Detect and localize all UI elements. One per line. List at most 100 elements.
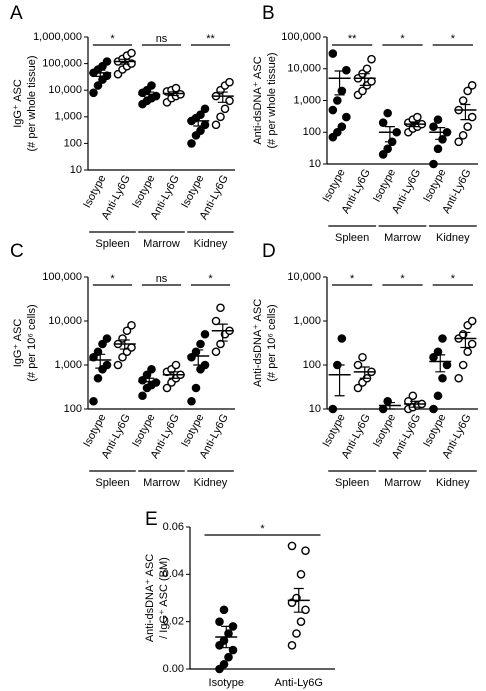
- data-point: [89, 352, 98, 362]
- data-point: [328, 404, 338, 414]
- y-tick-label: 10,000: [48, 84, 82, 96]
- significance-label: ns: [156, 273, 168, 285]
- data-point: [296, 617, 306, 626]
- group-label: Kidney: [194, 477, 228, 489]
- y-tick-label: 100: [303, 126, 321, 138]
- y-tick-label: 10: [309, 158, 321, 170]
- data-point: [328, 49, 338, 58]
- panel-letter: E: [145, 509, 158, 530]
- y-axis-label: Anti-dsDNA⁺ ASC: [252, 299, 264, 387]
- x-tick-label: Isotype: [179, 173, 206, 210]
- panel-letter: A: [10, 3, 23, 24]
- error-bar: [193, 116, 204, 127]
- group-label: Marrow: [384, 477, 421, 489]
- error-bar: [410, 400, 421, 408]
- group-label: Kidney: [436, 232, 470, 244]
- data-point: [216, 339, 225, 349]
- y-axis-label: Anti-dsDNA⁺ ASC: [252, 56, 264, 144]
- data-point: [287, 541, 297, 551]
- data-point: [362, 64, 372, 74]
- data-point: [93, 347, 103, 357]
- data-point: [98, 339, 107, 349]
- error-bar: [460, 331, 471, 349]
- y-axis-label: (# per whole tissue): [266, 53, 278, 149]
- y-tick-label: 100,000: [281, 31, 321, 43]
- error-bar: [410, 121, 421, 128]
- data-point: [219, 659, 229, 669]
- x-tick-label: Isotype: [421, 167, 448, 204]
- data-point: [102, 57, 112, 66]
- data-point: [458, 131, 468, 140]
- data-point: [383, 144, 392, 154]
- y-tick-label: 10,000: [287, 271, 321, 283]
- group-label: Marrow: [143, 477, 180, 489]
- y-axis-label: (# per whole tissue): [26, 56, 38, 152]
- y-tick-label: 100: [303, 359, 321, 371]
- x-tick-label: Isotype: [130, 412, 157, 449]
- y-tick-label: 10,000: [48, 315, 82, 327]
- error-bar: [193, 349, 204, 366]
- data-point: [458, 360, 468, 370]
- y-tick-label: 100,000: [42, 271, 82, 283]
- data-point: [220, 104, 230, 114]
- data-point: [187, 139, 196, 148]
- data-point: [301, 546, 310, 555]
- data-point: [296, 570, 306, 579]
- error-bar: [359, 73, 370, 86]
- data-point: [333, 96, 342, 105]
- y-tick-label: 1,000: [293, 315, 321, 327]
- data-point: [171, 83, 181, 93]
- data-point: [211, 347, 221, 357]
- y-tick-label: 100,000: [42, 58, 82, 70]
- data-point: [171, 360, 181, 370]
- data-point: [467, 339, 477, 349]
- data-point: [467, 316, 477, 326]
- significance-label: **: [348, 33, 357, 45]
- data-point: [127, 48, 136, 58]
- data-point: [292, 629, 301, 638]
- group-label: Spleen: [95, 477, 129, 489]
- error-bar: [384, 126, 395, 143]
- data-point: [219, 605, 229, 615]
- data-point: [200, 329, 210, 339]
- error-bar: [217, 91, 228, 103]
- data-point: [463, 347, 472, 357]
- data-point: [454, 137, 463, 147]
- data-point: [113, 360, 123, 370]
- x-tick-label: Isotype: [130, 173, 157, 210]
- data-point: [151, 378, 161, 387]
- data-point: [162, 383, 172, 393]
- error-bar: [293, 587, 304, 613]
- data-point: [187, 396, 196, 406]
- data-point: [458, 96, 468, 105]
- y-tick-label: 1,000: [54, 111, 82, 123]
- data-point: [89, 396, 98, 406]
- y-tick-label: 0.02: [163, 616, 184, 628]
- data-point: [118, 352, 127, 362]
- significance-label: *: [451, 33, 456, 45]
- data-point: [367, 54, 376, 64]
- error-bar: [168, 371, 179, 379]
- data-point: [429, 122, 438, 131]
- data-point: [89, 88, 98, 98]
- error-bar: [168, 91, 179, 97]
- y-axis-label: Anti-dsDNA⁺ ASC: [144, 554, 156, 642]
- data-point: [211, 120, 221, 130]
- group-label: Kidney: [436, 477, 470, 489]
- data-point: [216, 303, 225, 313]
- panel-letter: B: [262, 3, 275, 24]
- y-tick-label: 100: [64, 137, 82, 149]
- x-tick-label: Isotype: [371, 412, 398, 449]
- significance-label: *: [451, 273, 456, 285]
- error-bar: [119, 58, 130, 65]
- data-point: [358, 86, 367, 96]
- significance-label: *: [400, 273, 405, 285]
- data-point: [211, 316, 221, 326]
- y-axis-label: IgG⁺ ASC: [12, 319, 24, 368]
- y-tick-label: 1,000: [54, 359, 82, 371]
- significance-label: *: [110, 273, 115, 285]
- data-point: [408, 391, 418, 401]
- data-point: [463, 122, 472, 131]
- group-label: Marrow: [143, 238, 180, 250]
- error-bar: [119, 339, 130, 350]
